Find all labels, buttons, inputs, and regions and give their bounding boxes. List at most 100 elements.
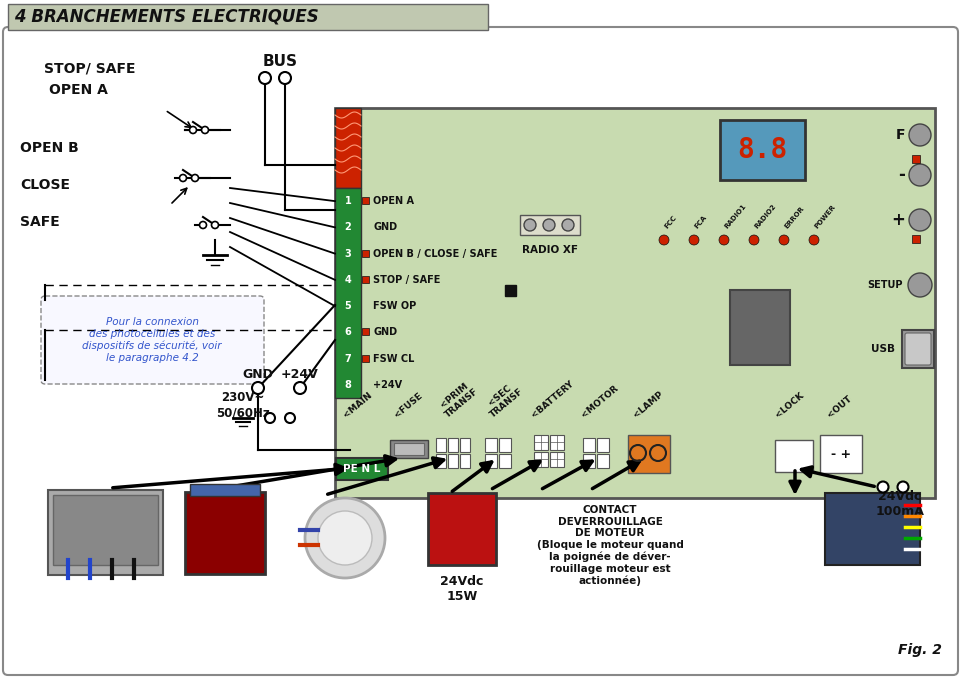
Circle shape xyxy=(562,219,574,231)
Text: PE N L: PE N L xyxy=(343,464,381,474)
Text: <MAIN: <MAIN xyxy=(342,391,374,420)
Text: POWER: POWER xyxy=(814,204,837,230)
Circle shape xyxy=(809,235,819,245)
Circle shape xyxy=(898,481,908,492)
Bar xyxy=(460,454,470,468)
Circle shape xyxy=(877,481,889,492)
Circle shape xyxy=(659,235,669,245)
Text: BUS: BUS xyxy=(262,54,298,69)
Bar xyxy=(628,435,670,473)
Bar xyxy=(362,276,369,283)
Circle shape xyxy=(909,164,931,186)
Text: ERROR: ERROR xyxy=(784,206,806,230)
Circle shape xyxy=(202,126,209,134)
Text: FSW OP: FSW OP xyxy=(373,301,416,311)
Text: <PRIM
TRANSF: <PRIM TRANSF xyxy=(436,379,480,420)
Bar xyxy=(48,490,163,575)
Bar xyxy=(499,454,511,468)
Text: 8.8: 8.8 xyxy=(737,136,787,164)
Circle shape xyxy=(211,221,218,229)
Bar xyxy=(53,495,158,565)
Circle shape xyxy=(294,382,306,394)
Bar xyxy=(390,440,428,458)
Bar xyxy=(336,458,388,480)
Text: FCC: FCC xyxy=(664,215,678,230)
Text: 230V~
50/60Hz: 230V~ 50/60Hz xyxy=(216,391,270,419)
Text: GND: GND xyxy=(373,223,397,232)
Bar xyxy=(730,290,790,365)
Text: 2: 2 xyxy=(345,223,352,232)
Circle shape xyxy=(180,175,186,181)
Text: USB: USB xyxy=(871,344,895,354)
Text: <FUSE: <FUSE xyxy=(392,391,424,420)
Bar xyxy=(912,235,920,243)
Bar xyxy=(335,188,361,398)
Text: F: F xyxy=(896,128,905,142)
Bar xyxy=(362,329,369,335)
Circle shape xyxy=(524,219,536,231)
Text: STOP / SAFE: STOP / SAFE xyxy=(373,275,440,285)
Text: SETUP: SETUP xyxy=(868,280,903,290)
Bar xyxy=(775,440,813,472)
Text: 3: 3 xyxy=(345,249,352,259)
Text: -: - xyxy=(899,166,905,184)
Bar xyxy=(335,108,935,498)
Bar xyxy=(534,452,548,467)
Text: CONTACT
DEVERROUILLAGE
DE MOTEUR
(Bloque le moteur quand
la poignée de déver-
ro: CONTACT DEVERROUILLAGE DE MOTEUR (Bloque… xyxy=(536,505,683,586)
Bar xyxy=(550,452,564,467)
Text: RADIO1: RADIO1 xyxy=(724,203,748,230)
Circle shape xyxy=(779,235,789,245)
FancyBboxPatch shape xyxy=(3,27,958,675)
Text: <BATTERY: <BATTERY xyxy=(530,380,575,420)
Circle shape xyxy=(252,382,264,394)
Bar xyxy=(912,155,920,163)
Bar xyxy=(448,454,458,468)
Circle shape xyxy=(749,235,759,245)
Text: 8: 8 xyxy=(345,380,352,390)
Text: +24V: +24V xyxy=(282,369,319,382)
Circle shape xyxy=(543,219,555,231)
Text: - +: - + xyxy=(831,447,851,460)
Text: OPEN A: OPEN A xyxy=(373,196,414,206)
Text: GND: GND xyxy=(373,327,397,337)
Text: OPEN A: OPEN A xyxy=(49,83,108,97)
Circle shape xyxy=(689,235,699,245)
Bar xyxy=(8,4,488,30)
Circle shape xyxy=(265,413,275,423)
Text: 6: 6 xyxy=(345,327,352,337)
Text: 5: 5 xyxy=(345,301,352,311)
Bar xyxy=(362,354,369,362)
Circle shape xyxy=(909,124,931,146)
Bar xyxy=(362,250,369,257)
Bar xyxy=(362,197,369,204)
Text: STOP/ SAFE: STOP/ SAFE xyxy=(44,61,136,75)
Bar xyxy=(505,285,516,296)
Text: CLOSE: CLOSE xyxy=(20,178,70,192)
Bar xyxy=(485,438,497,452)
Text: 4: 4 xyxy=(345,275,352,285)
Text: Fig. 2: Fig. 2 xyxy=(899,643,942,657)
Bar xyxy=(436,438,446,452)
Bar xyxy=(902,330,934,368)
Circle shape xyxy=(191,175,199,181)
Bar xyxy=(520,215,580,235)
Bar xyxy=(550,435,564,450)
Circle shape xyxy=(305,498,385,578)
Text: GND: GND xyxy=(242,369,274,382)
Circle shape xyxy=(189,126,196,134)
Bar xyxy=(534,435,548,450)
Bar xyxy=(720,120,805,180)
FancyBboxPatch shape xyxy=(41,296,264,384)
Circle shape xyxy=(259,72,271,84)
Bar xyxy=(190,484,260,496)
Text: FSW CL: FSW CL xyxy=(373,354,414,364)
Bar xyxy=(394,443,424,455)
Bar xyxy=(448,438,458,452)
Bar xyxy=(185,492,265,574)
Bar xyxy=(335,108,361,188)
Bar xyxy=(428,493,496,565)
Circle shape xyxy=(318,511,372,565)
Bar xyxy=(583,438,595,452)
Text: +: + xyxy=(891,211,905,229)
Circle shape xyxy=(285,413,295,423)
